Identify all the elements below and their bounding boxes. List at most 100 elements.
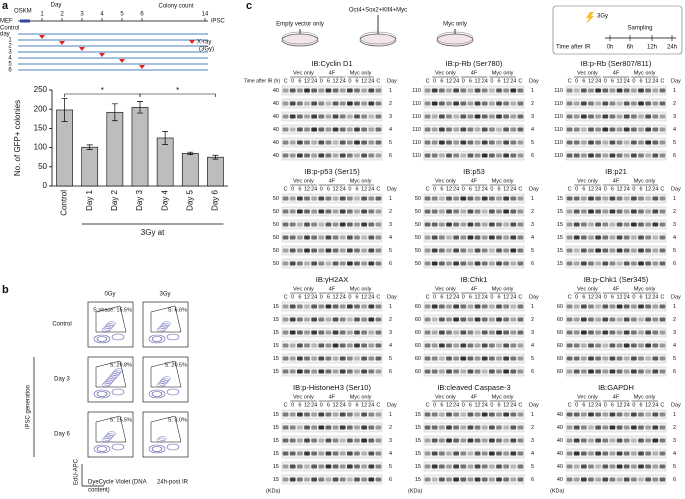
band (623, 304, 630, 309)
lane-label: 6 (582, 78, 585, 84)
group-label: 4F (613, 286, 620, 292)
band (467, 261, 474, 266)
blot-strip (281, 206, 383, 217)
band (616, 317, 623, 322)
group-label: Vec only (435, 286, 456, 292)
mw-marker: 15 (415, 412, 421, 418)
cell-contour (162, 321, 171, 326)
band (510, 153, 517, 158)
cell-contour (96, 336, 108, 342)
band (503, 412, 509, 417)
blot-strip (565, 124, 667, 135)
band (361, 451, 367, 456)
band (474, 209, 481, 214)
band (311, 261, 317, 266)
band (289, 88, 296, 93)
band (368, 330, 375, 335)
band (361, 304, 367, 309)
band (368, 235, 375, 240)
row-label: 6 (389, 261, 392, 267)
band (297, 330, 303, 335)
band (311, 425, 317, 430)
y-tick-label: 200 (34, 104, 48, 113)
band (489, 412, 495, 417)
cell-contour (148, 444, 166, 454)
band (304, 114, 310, 119)
lane-label: C (568, 186, 572, 192)
row-label: 3 (389, 438, 392, 444)
band (282, 222, 289, 227)
irradiation-icon (586, 12, 594, 24)
band (354, 412, 360, 417)
band (467, 343, 474, 348)
band (431, 196, 438, 201)
mw-marker: 110 (554, 153, 563, 159)
band (616, 209, 623, 214)
band (659, 101, 666, 106)
gate-percentage: S: 6.6% (168, 307, 187, 313)
lane-label: 12 (446, 294, 452, 300)
band (424, 451, 431, 456)
row-label: 2 (673, 209, 676, 215)
band (602, 451, 609, 456)
mw-marker: 50 (273, 261, 279, 267)
band (354, 438, 360, 443)
lane-label: 24 (595, 78, 601, 84)
band (481, 356, 488, 361)
band (496, 114, 502, 119)
band (609, 343, 616, 348)
band (368, 356, 375, 361)
band (581, 330, 587, 335)
lane-label: 6 (440, 402, 443, 408)
band (496, 101, 502, 106)
band (424, 477, 431, 482)
group-label: Myc only (350, 178, 372, 184)
lane-label: 6 (440, 186, 443, 192)
lane-label: 12 (503, 78, 509, 84)
blot-strip (423, 327, 525, 338)
band (339, 451, 346, 456)
mw-marker: 40 (557, 412, 563, 418)
s-phase-gate (150, 305, 182, 333)
cell-contour (107, 321, 116, 326)
band (510, 248, 517, 253)
lane-label: 12 (645, 78, 651, 84)
blot-strip (565, 232, 667, 243)
band (609, 101, 616, 106)
band (623, 196, 630, 201)
band (431, 153, 438, 158)
lane-label: C (284, 186, 288, 192)
band (467, 412, 474, 417)
band (467, 464, 474, 469)
band (489, 343, 495, 348)
band (581, 317, 587, 322)
mw-marker: 50 (273, 222, 279, 228)
band (304, 451, 310, 456)
band (304, 425, 310, 430)
band (282, 451, 289, 456)
band (602, 222, 609, 227)
band (659, 248, 666, 253)
band (424, 369, 431, 374)
row-label: 4 (389, 451, 392, 457)
band (347, 425, 353, 430)
band (325, 222, 332, 227)
band (588, 101, 594, 106)
blot-strip (423, 422, 525, 433)
bar (181, 153, 199, 187)
band (631, 114, 637, 119)
band (318, 248, 325, 253)
culture-dish-rim (359, 31, 397, 45)
band (354, 140, 360, 145)
lane-label: 6 (298, 186, 301, 192)
blot-title: IB:p21 (605, 167, 627, 176)
band (652, 425, 659, 430)
band (311, 330, 317, 335)
band (297, 222, 303, 227)
band (282, 140, 289, 145)
band (631, 464, 637, 469)
band (354, 101, 360, 106)
mw-marker: 60 (415, 343, 421, 349)
band (581, 425, 587, 430)
blot-strip (281, 340, 383, 351)
